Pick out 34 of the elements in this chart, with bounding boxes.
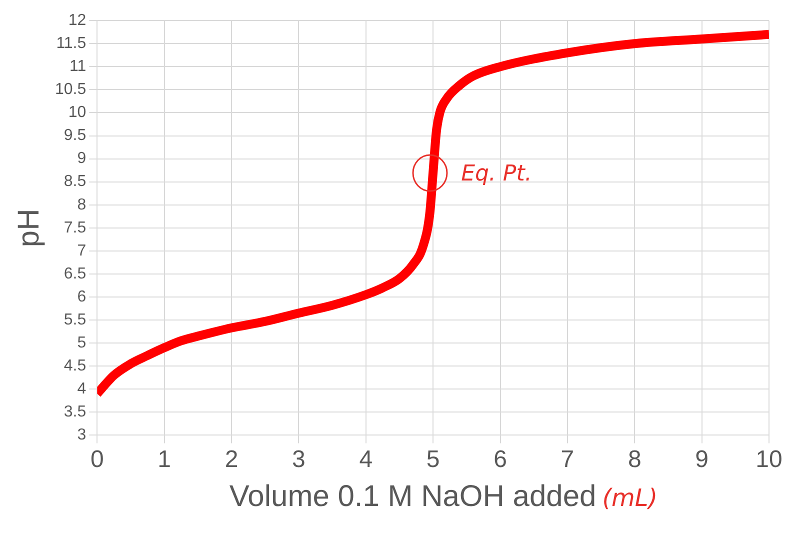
y-tick-label: 10.5 (55, 81, 86, 98)
y-tick-label: 11 (70, 58, 86, 76)
y-tick-label: 5 (77, 334, 86, 352)
annotation: Eq. Pt. (461, 161, 532, 186)
y-tick-label: 11.5 (56, 35, 86, 52)
x-tick-label: 1 (158, 446, 172, 474)
y-tick-label: 3 (77, 426, 86, 444)
x-tick-label: 8 (628, 446, 642, 474)
x-tick-label: 4 (359, 446, 373, 474)
x-axis-title: Volume 0.1 M NaOH added (229, 480, 596, 514)
y-axis-title: pH (12, 208, 46, 248)
y-tick-label: 9.5 (64, 127, 86, 144)
y-tick-label: 6 (77, 288, 86, 306)
y-tick-label: 8 (77, 196, 86, 214)
y-tick-label: 3.5 (64, 404, 86, 421)
x-tick-label: 2 (224, 446, 238, 474)
y-tick-label: 5.5 (64, 311, 86, 328)
y-tick-label: 7.5 (64, 219, 86, 236)
y-tick-label: 9 (77, 150, 86, 168)
x-tick-label: 0 (90, 446, 104, 474)
y-tick-label: 4.5 (64, 358, 86, 375)
text: (mL) (602, 484, 658, 512)
x-tick-label: 9 (695, 446, 708, 474)
y-tick-label: 12 (68, 12, 86, 30)
y-tick-label: 6.5 (64, 265, 86, 282)
x-tick-label: 10 (756, 446, 782, 474)
y-tick-label: 4 (77, 380, 86, 398)
x-tick-label: 6 (494, 446, 507, 474)
x-tick-label: 5 (426, 446, 440, 474)
y-tick-label: 8.5 (64, 173, 86, 190)
x-tick-label: 3 (292, 446, 306, 474)
y-tick-label: 7 (77, 242, 86, 260)
y-tick-label: 10 (68, 104, 86, 122)
x-tick-label: 7 (560, 446, 574, 474)
